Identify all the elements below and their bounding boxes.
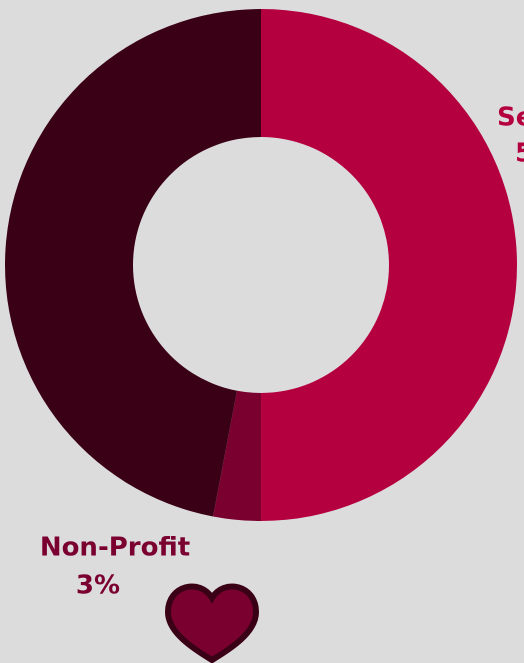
heart-icon (164, 583, 260, 663)
donut-segment (5, 9, 261, 517)
donut-segment (261, 9, 517, 521)
segment-value-label: 3% (76, 571, 120, 601)
segment-label: Services (497, 103, 524, 133)
segment-label: Non-Profit (40, 533, 190, 563)
segment-value-label: 50% (515, 139, 524, 169)
donut-segment (213, 390, 261, 521)
